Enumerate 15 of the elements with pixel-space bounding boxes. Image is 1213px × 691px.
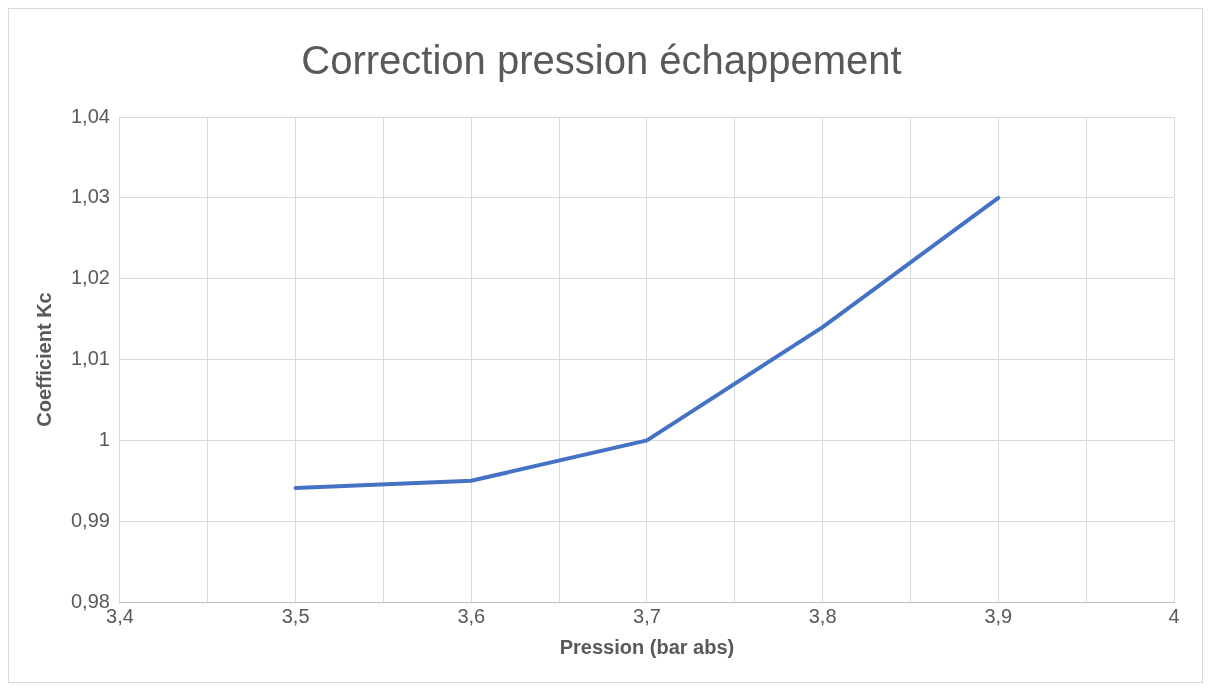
chart-title: Correction pression échappement xyxy=(301,38,902,83)
x-tick-label: 3,7 xyxy=(633,604,661,627)
y-tick-label: 1,04 xyxy=(70,104,110,127)
x-tick-label: 3,8 xyxy=(808,604,837,627)
x-tick-label: 3,9 xyxy=(984,604,1013,627)
x-axis-title: Pression (bar abs) xyxy=(559,635,735,658)
y-tick-label: 0,99 xyxy=(70,508,110,531)
x-tick-label: 3,5 xyxy=(281,604,310,627)
x-tick-label: 3,6 xyxy=(457,604,486,627)
y-tick-label: 1,01 xyxy=(70,347,110,370)
y-tick-label: 1 xyxy=(98,427,110,450)
y-axis-title: Coefficient Kc xyxy=(32,292,55,427)
y-tick-label: 1,02 xyxy=(70,266,110,289)
y-tick-label: 1,03 xyxy=(70,185,110,208)
x-tick-label: 4 xyxy=(1168,604,1180,627)
